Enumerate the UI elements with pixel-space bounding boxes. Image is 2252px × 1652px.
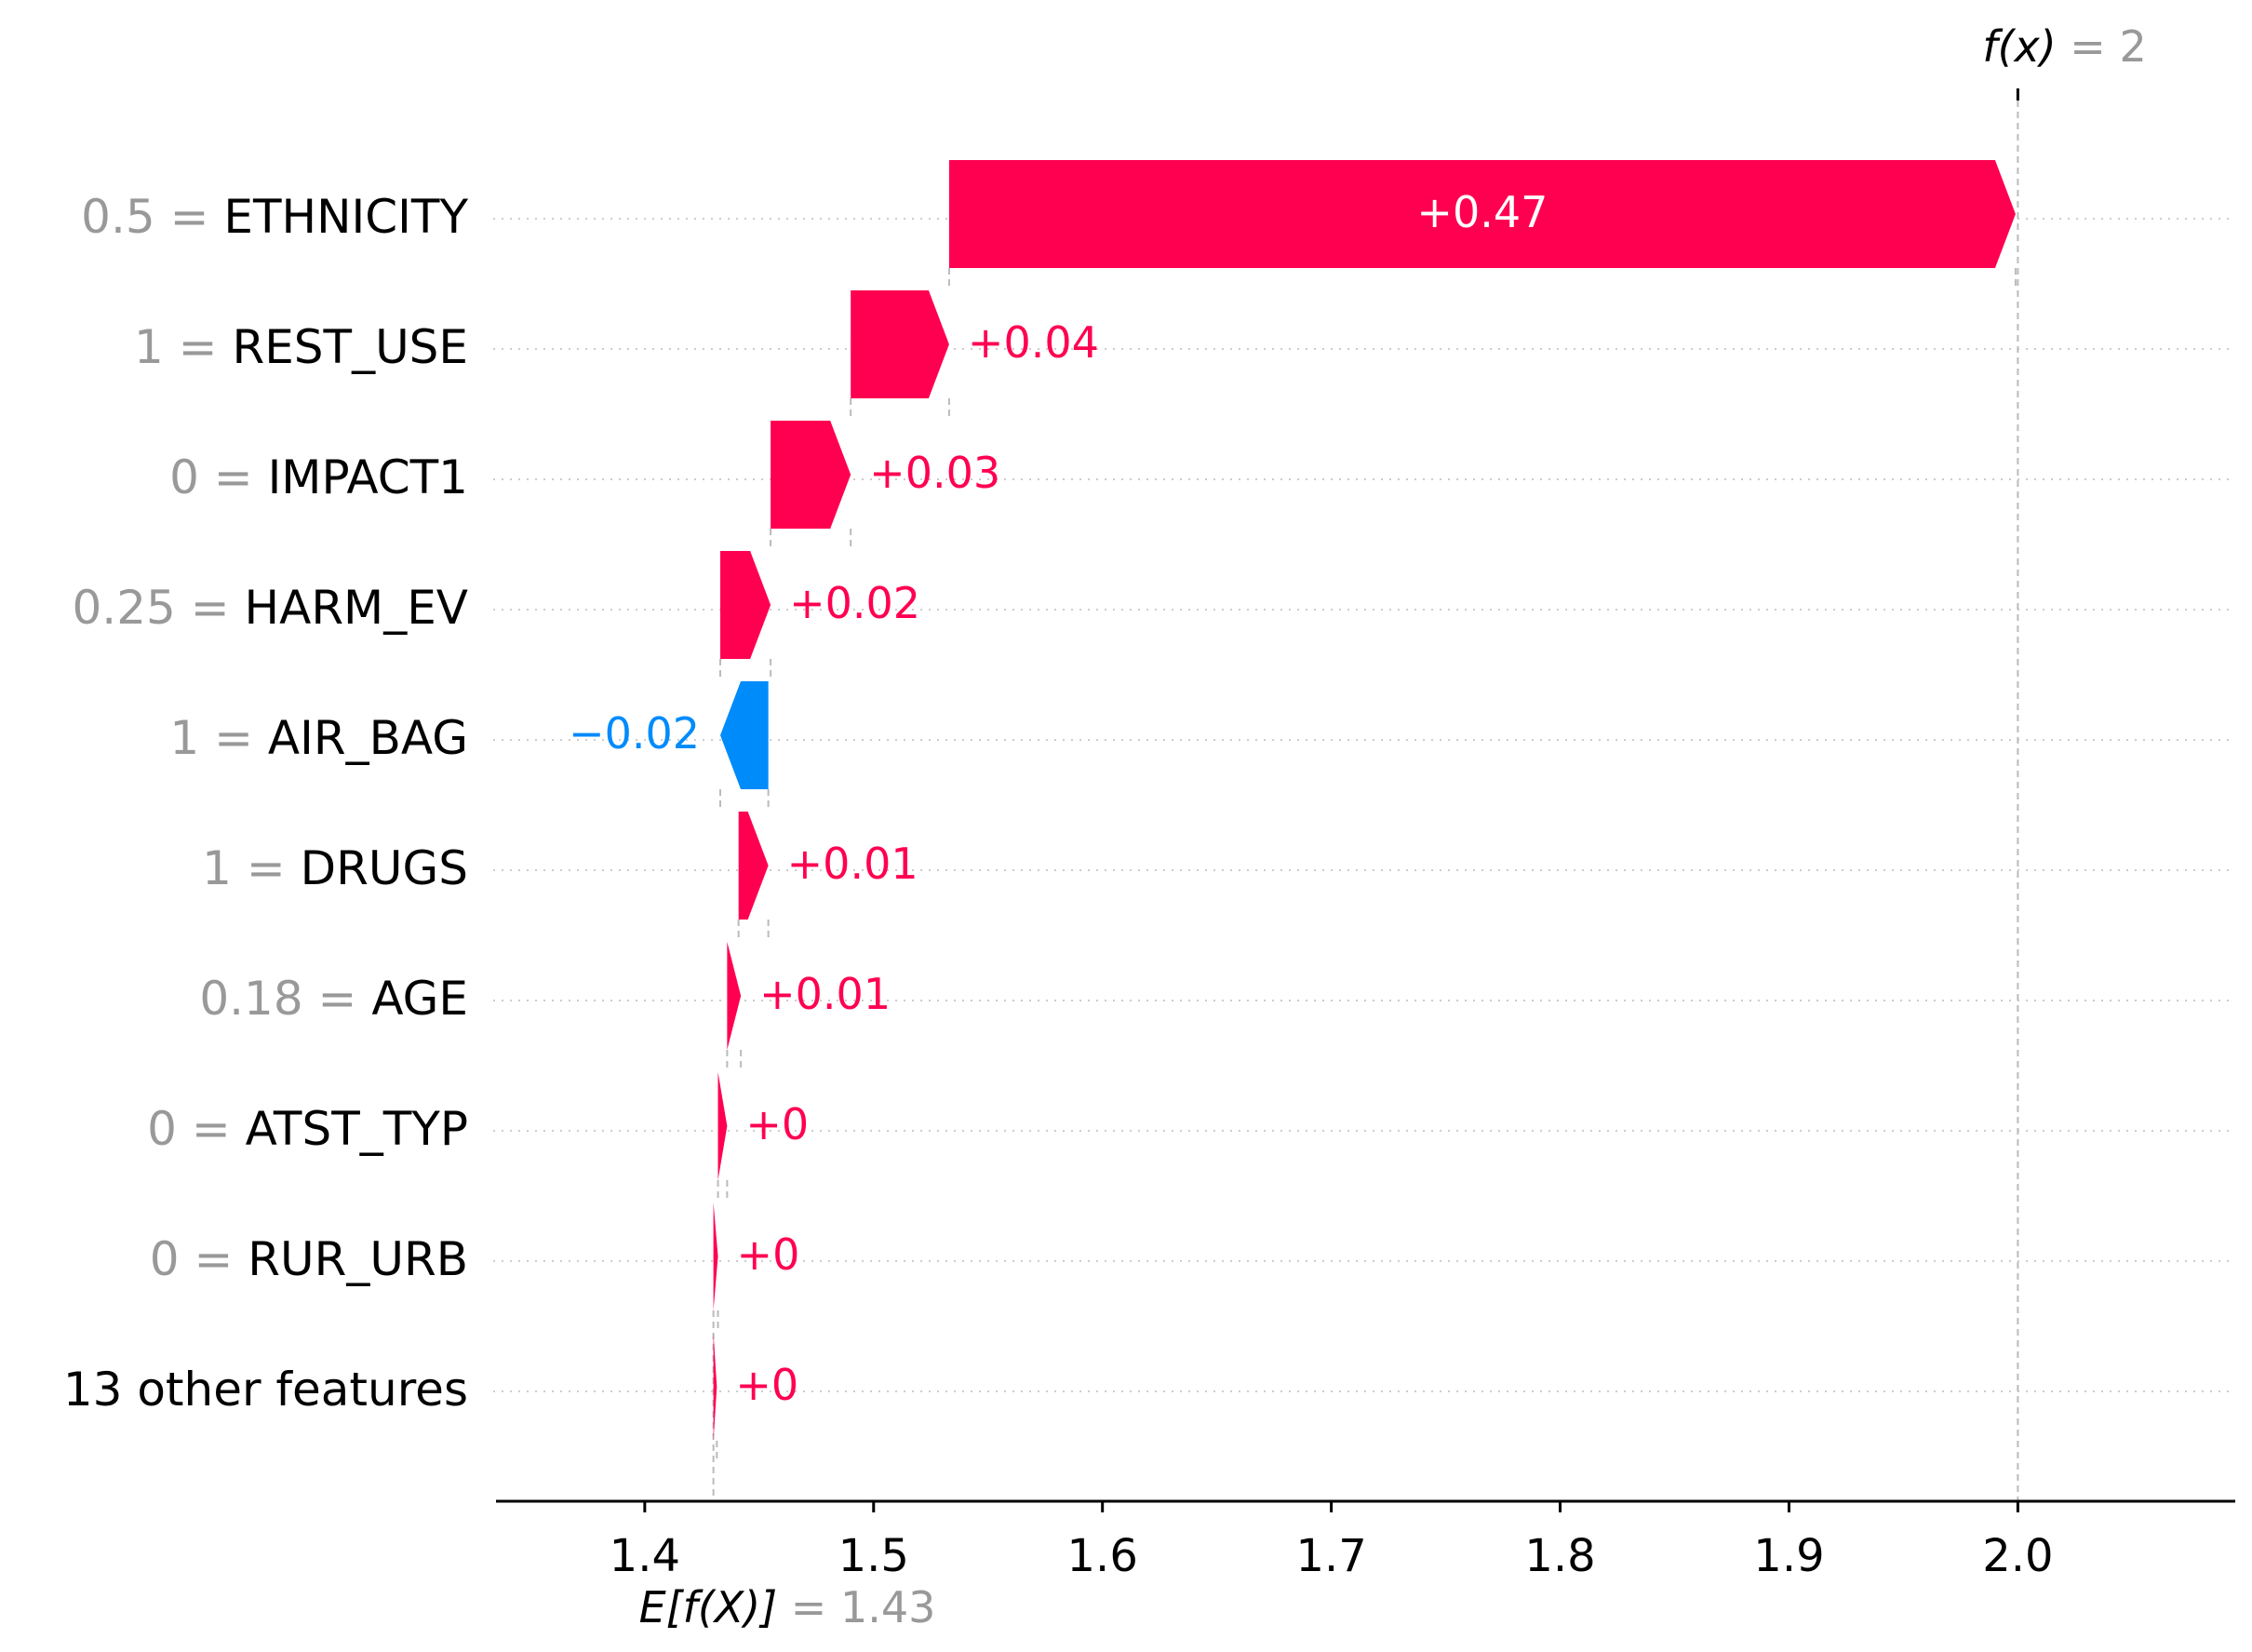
- feature-name: RUR_URB: [248, 1232, 468, 1286]
- feature-value: 0.25 =: [73, 581, 245, 635]
- bar-ethnicity: [948, 160, 2016, 268]
- grid-lines: [493, 218, 2235, 1392]
- x-tick-label: 1.7: [1295, 1530, 1366, 1582]
- bar-value-label: +0.02: [789, 578, 920, 628]
- feature-label: 0 = IMPACT1: [169, 450, 468, 504]
- feature-label: 0 = RUR_URB: [150, 1232, 468, 1286]
- x-tick-labels: 1.4 1.5 1.6 1.7 1.8 1.9 2.0: [610, 1501, 2054, 1582]
- feature-label: 0 = ATST_TYP: [147, 1102, 468, 1156]
- bar-value-label: +0.04: [968, 317, 1099, 368]
- bar-impact1: [771, 421, 851, 529]
- bar-value-label: +0.01: [787, 839, 918, 889]
- feature-value: 0 =: [169, 450, 268, 504]
- base-eq: =: [777, 1582, 840, 1632]
- bar-rur-urb: [713, 1202, 718, 1310]
- feature-value: 0.18 =: [199, 972, 371, 1026]
- base-value: 1.43: [840, 1582, 935, 1632]
- output-value: 2: [2119, 21, 2146, 72]
- base-value-label: E[f(X)] = 1.43: [639, 1582, 936, 1632]
- bar-value-label: −0.02: [569, 708, 700, 759]
- x-tick-label: 1.6: [1067, 1530, 1138, 1582]
- bar-air-bag: [720, 681, 769, 789]
- feature-name: 13 other features: [63, 1363, 468, 1417]
- x-tick-label: 2.0: [1982, 1530, 2053, 1582]
- feature-value: 0 =: [150, 1232, 248, 1286]
- feature-label: 1 = REST_USE: [134, 320, 468, 374]
- bar-value-label: +0: [745, 1099, 809, 1149]
- feature-value: 0 =: [147, 1102, 246, 1156]
- output-func: f(x): [1982, 21, 2056, 72]
- x-tick-label: 1.4: [610, 1530, 680, 1582]
- feature-name: ATST_TYP: [246, 1102, 468, 1156]
- bar-value-label: +0.01: [759, 969, 891, 1019]
- feature-name: HARM_EV: [245, 581, 468, 635]
- output-eq: =: [2057, 21, 2120, 72]
- feature-label: 0.18 = AGE: [199, 972, 468, 1026]
- feature-value: 1 =: [169, 711, 268, 765]
- bar-labels: +0.47 +0.04 +0.03 +0.02 −0.02 +0.01 +0.01 +0 +0 +…: [569, 187, 1548, 1410]
- feature-label: 1 = AIR_BAG: [169, 711, 468, 765]
- feature-name: ETHNICITY: [223, 190, 468, 244]
- bar-value-label: +0: [737, 1229, 800, 1280]
- bar-value-label: +0.47: [1416, 187, 1548, 237]
- bar-harm-ev: [720, 551, 771, 659]
- x-tick-label: 1.8: [1524, 1530, 1595, 1582]
- feature-name: AIR_BAG: [268, 711, 468, 765]
- bar-value-label: +0: [735, 1360, 798, 1410]
- feature-name: AGE: [371, 972, 468, 1026]
- feature-name: IMPACT1: [268, 450, 468, 504]
- feature-name: REST_USE: [232, 320, 468, 374]
- feature-value: 0.5 =: [81, 190, 223, 244]
- bars: [713, 160, 2016, 1441]
- x-tick-label: 1.9: [1753, 1530, 1824, 1582]
- feature-label: 1 = DRUGS: [202, 841, 468, 895]
- bar-rest-use: [851, 290, 949, 398]
- feature-label: 13 other features: [63, 1363, 468, 1417]
- feature-name: DRUGS: [301, 841, 468, 895]
- bar-age: [727, 942, 742, 1050]
- bar-value-label: +0.03: [869, 448, 1000, 498]
- bar-13-other-features: [713, 1333, 717, 1441]
- base-func: E[f(X)]: [639, 1582, 778, 1632]
- feature-value: 1 =: [134, 320, 233, 374]
- y-tick-labels: 0.5 = ETHNICITY 1 = REST_USE 0 = IMPACT1 0.…: [63, 190, 469, 1417]
- bar-drugs: [738, 812, 769, 920]
- x-tick-label: 1.5: [838, 1530, 909, 1582]
- feature-label: 0.5 = ETHNICITY: [81, 190, 468, 244]
- feature-value: 1 =: [202, 841, 301, 895]
- bar-atst-typ: [717, 1072, 728, 1180]
- feature-label: 0.25 = HARM_EV: [73, 581, 469, 635]
- output-value-label: f(x) = 2: [1982, 21, 2146, 72]
